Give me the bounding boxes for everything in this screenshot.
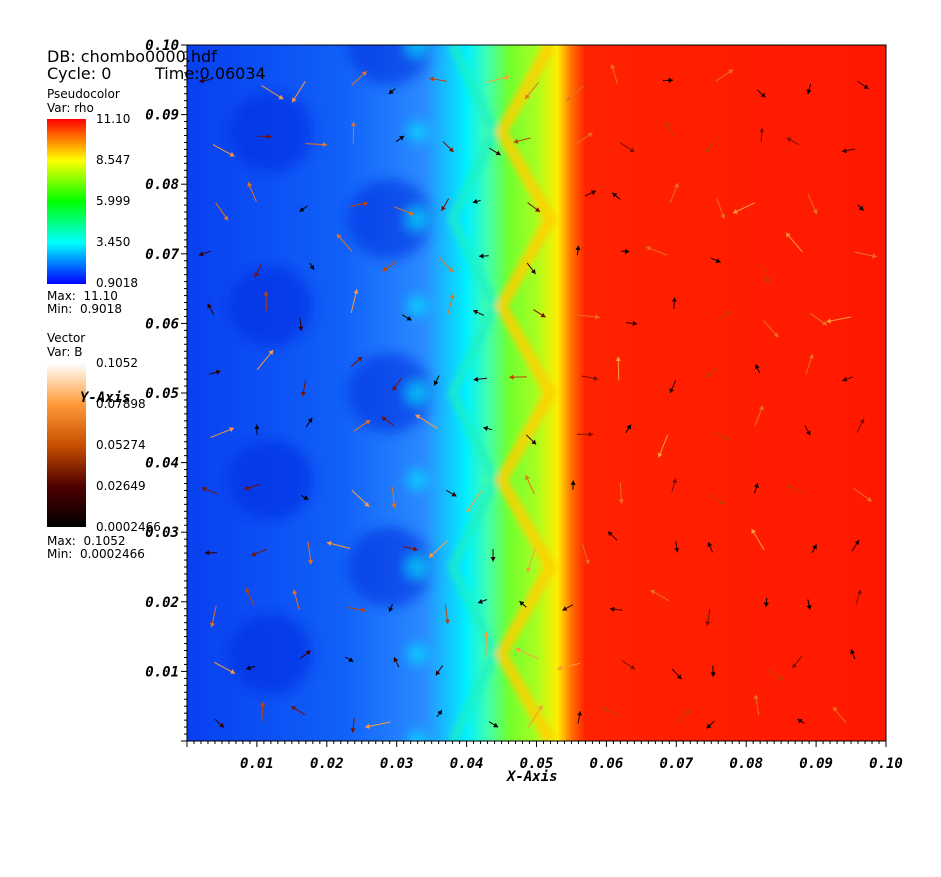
density-ridge (408, 296, 428, 316)
pseudocolor-tick-0: 11.10 (96, 112, 130, 126)
vector-tick-4: 0.0002466 (96, 520, 161, 534)
pseudocolor-legend-var: Var: rho (47, 101, 94, 115)
y-tick-label: 0.09 (145, 108, 179, 124)
x-tick-label: 0.03 (380, 756, 414, 772)
pseudocolor-tick-3: 3.450 (96, 235, 130, 249)
y-tick-label: 0.05 (145, 386, 179, 402)
pseudocolor-min: Min: 0.9018 (47, 302, 122, 316)
vector-max: Max: 0.1052 (47, 534, 125, 548)
pseudocolor-tick-2: 5.999 (96, 194, 130, 208)
density-ridge (408, 644, 428, 664)
pseudocolor-tick-1: 8.547 (96, 153, 130, 167)
pseudocolor-field (187, 5, 886, 751)
y-axis: 0.100.090.080.070.060.050.040.030.020.01 (145, 38, 187, 741)
density-cell (229, 92, 313, 172)
pseudocolor-colorbar (47, 119, 86, 284)
vector-colorbar (47, 363, 86, 527)
density-ridge (408, 122, 428, 142)
x-tick-label: 0.06 (590, 756, 624, 772)
x-tick-label: 0.07 (659, 756, 693, 772)
y-tick-label: 0.02 (145, 595, 179, 611)
vector-min: Min: 0.0002466 (47, 547, 145, 561)
pseudocolor-max: Max: 11.10 (47, 289, 118, 303)
density-ridge (408, 383, 428, 403)
vector-legend-var: Var: B (47, 345, 82, 359)
x-tick-label: 0.02 (310, 756, 344, 772)
density-cell (229, 614, 313, 694)
x-tick-label: 0.04 (450, 756, 484, 772)
time-label: Time:0.06034 (155, 64, 266, 83)
vector-tick-2: 0.05274 (96, 438, 146, 452)
y-tick-label: 0.06 (145, 316, 179, 332)
x-tick-label: 0.09 (799, 756, 833, 772)
vector-legend-title: Vector (47, 331, 85, 345)
density-cell (229, 440, 313, 520)
pseudocolor-tick-4: 0.9018 (96, 276, 138, 290)
vector-tick-3: 0.02649 (96, 479, 146, 493)
density-ridge (408, 470, 428, 490)
vector-tick-0: 0.1052 (96, 356, 138, 370)
y-tick-label: 0.04 (145, 456, 179, 472)
y-tick-label: 0.08 (145, 177, 179, 193)
pseudocolor-legend-title: Pseudocolor (47, 87, 120, 101)
density-ridge (408, 557, 428, 577)
x-tick-label: 0.01 (240, 756, 274, 772)
x-tick-label: 0.08 (729, 756, 763, 772)
cycle-label: Cycle: 0 (47, 64, 111, 83)
y-tick-label: 0.01 (145, 664, 179, 680)
x-axis-title: X-Axis (507, 769, 558, 785)
y-tick-label: 0.07 (145, 247, 179, 263)
density-cell (229, 266, 313, 346)
y-axis-title: Y-Axis (80, 390, 131, 406)
x-tick-label: 0.10 (869, 756, 903, 772)
